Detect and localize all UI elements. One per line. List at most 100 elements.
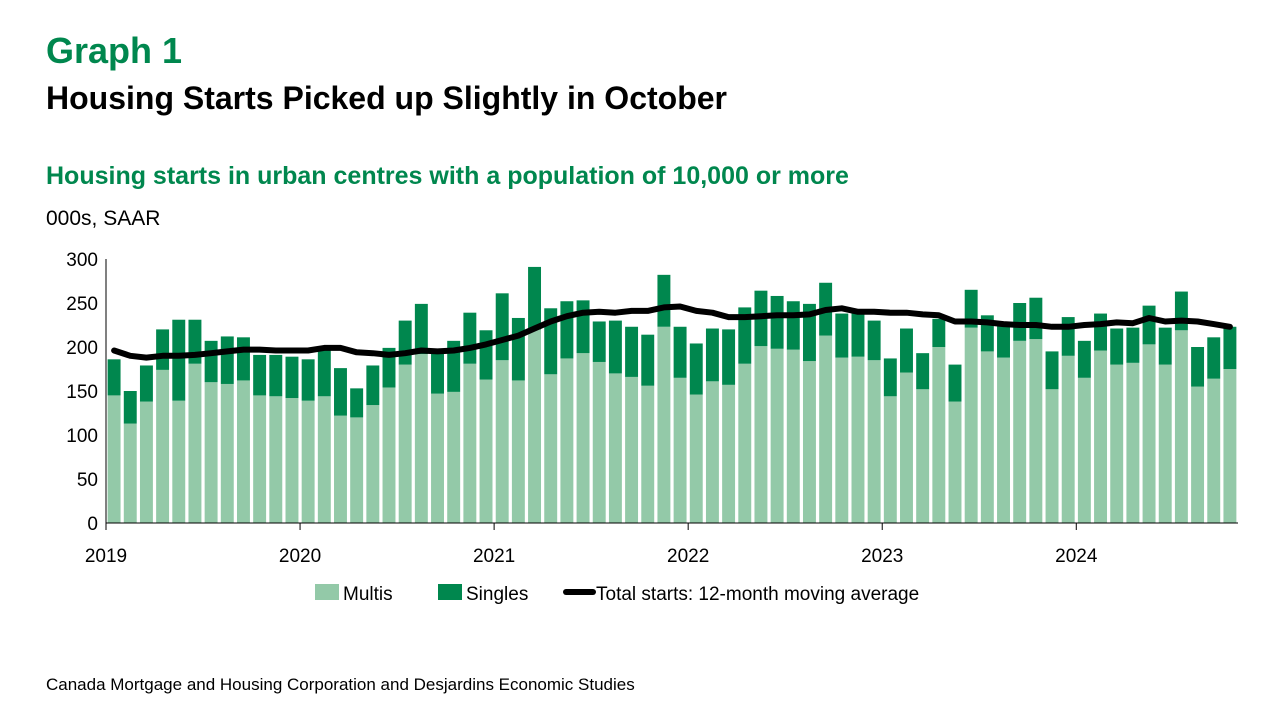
bar-singles	[560, 301, 574, 359]
bar-multis	[754, 346, 768, 523]
bar-singles	[495, 293, 509, 361]
bar-multis	[657, 326, 671, 523]
bar-singles	[479, 330, 493, 380]
bar-multis	[980, 351, 994, 523]
bar-multis	[786, 349, 800, 523]
bar-singles	[366, 365, 380, 406]
bar-multis	[123, 423, 137, 523]
bar-singles	[1045, 351, 1059, 390]
bar-singles	[123, 391, 137, 424]
bar-multis	[204, 382, 218, 523]
bar-multis	[511, 380, 525, 523]
bar-multis	[1126, 362, 1140, 523]
bar-multis	[1191, 386, 1205, 523]
y-tick-label: 200	[66, 338, 98, 359]
bar-singles	[1223, 326, 1237, 369]
bar-multis	[835, 357, 849, 523]
bar-singles	[900, 328, 913, 373]
bar-singles	[382, 347, 396, 388]
bar-singles	[398, 320, 412, 365]
x-tick-label: 2023	[861, 546, 903, 567]
bar-singles	[1142, 305, 1156, 345]
bar-multis	[1029, 339, 1043, 523]
y-tick-label: 0	[87, 514, 98, 535]
bar-singles	[1013, 303, 1027, 341]
bar-multis	[689, 394, 703, 523]
bar-multis	[1158, 364, 1172, 523]
bar-multis	[705, 381, 719, 523]
bar-multis	[528, 329, 542, 523]
bar-multis	[560, 358, 574, 523]
bar-singles	[932, 318, 946, 347]
bar-multis	[447, 391, 461, 523]
y-tick-label: 100	[66, 426, 98, 447]
moving-average-series	[111, 303, 1233, 361]
chart-title: Housing Starts Picked up Slightly in Oct…	[46, 80, 727, 116]
bar-singles	[220, 336, 234, 384]
bar-multis	[867, 360, 881, 523]
bar-multis	[1077, 377, 1091, 523]
bar-singles	[576, 300, 590, 354]
bar-multis	[1013, 340, 1027, 523]
bar-multis	[948, 401, 962, 523]
bar-multis	[1045, 389, 1059, 523]
bar-multis	[431, 393, 444, 523]
bar-multis	[592, 361, 606, 523]
bar-multis	[382, 387, 396, 523]
bar-singles	[1029, 297, 1043, 340]
y-tick-label: 250	[66, 294, 98, 315]
y-tick-label: 150	[66, 382, 98, 403]
bar-singles	[705, 328, 719, 382]
bar-multis	[463, 363, 477, 523]
bar-singles	[657, 274, 671, 327]
bar-singles	[802, 303, 816, 362]
y-tick-label: 300	[66, 250, 98, 271]
bar-multis	[932, 347, 946, 523]
legend-label-singles: Singles	[466, 584, 528, 605]
bar-singles	[528, 266, 542, 330]
bar-singles	[916, 353, 930, 390]
legend: Multis Singles Total starts: 12-month movi…	[315, 584, 919, 605]
bar-multis	[997, 357, 1010, 523]
bar-singles	[1061, 317, 1075, 356]
bar-multis	[350, 417, 364, 523]
bar-singles	[285, 356, 299, 399]
bar-multis	[236, 380, 250, 523]
bar-singles	[867, 320, 881, 361]
bar-singles	[156, 329, 170, 370]
bar-singles	[835, 313, 849, 358]
bar-singles	[786, 301, 800, 350]
bar-multis	[334, 415, 347, 523]
bar-singles	[139, 365, 153, 402]
bar-singles	[334, 368, 347, 416]
bar-multis	[366, 405, 380, 523]
y-tick-label: 50	[77, 470, 98, 491]
bar-singles	[948, 364, 962, 402]
x-tick-label: 2019	[85, 546, 127, 567]
moving-average-line	[111, 303, 1233, 361]
x-axis: 2019 2020 2021 2022 2023 2024	[85, 522, 1238, 567]
x-tick-label: 2024	[1055, 546, 1098, 567]
bar-singles	[1126, 327, 1140, 363]
bar-singles	[107, 359, 121, 396]
x-tick-label: 2020	[279, 546, 321, 567]
bar-singles	[253, 354, 267, 396]
x-tick-label: 2021	[473, 546, 515, 567]
bar-multis	[916, 389, 930, 523]
source-note: Canada Mortgage and Housing Corporation …	[46, 675, 635, 694]
bar-multis	[398, 364, 412, 523]
bar-multis	[641, 385, 655, 523]
bar-multis	[414, 354, 428, 523]
bar-singles	[1077, 340, 1091, 378]
bar-singles	[1158, 327, 1172, 365]
chart-subtitle: Housing starts in urban centres with a p…	[46, 162, 849, 190]
bar-singles	[673, 326, 687, 378]
bar-singles	[511, 317, 525, 381]
bar-singles	[641, 334, 655, 386]
x-tick-label: 2022	[667, 546, 709, 567]
bar-multis	[317, 396, 331, 523]
bar-multis	[495, 360, 509, 523]
bar-singles	[1191, 347, 1205, 387]
bar-singles	[463, 312, 477, 364]
graph-label: Graph 1	[46, 30, 183, 71]
